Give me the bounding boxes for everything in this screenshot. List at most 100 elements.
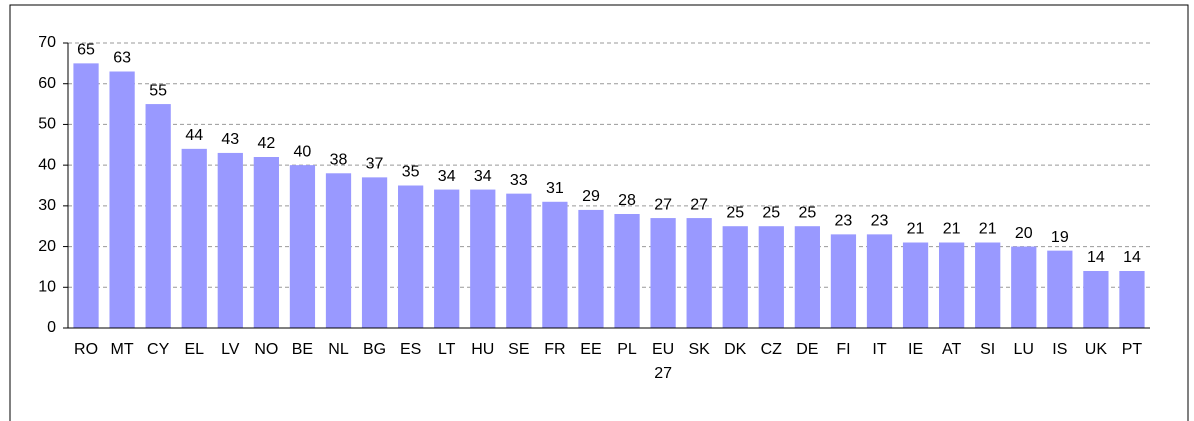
data-label: 21	[943, 221, 961, 238]
bar	[542, 201, 568, 328]
x-tick-label: SI	[980, 341, 995, 358]
bar	[506, 193, 532, 328]
bar	[253, 157, 279, 328]
x-tick-label: RO	[74, 341, 98, 358]
x-tick-label: CY	[147, 341, 170, 358]
bar	[145, 104, 171, 328]
data-label: 38	[330, 152, 348, 169]
data-label: 43	[221, 131, 239, 148]
x-tick-label: UK	[1085, 341, 1108, 358]
data-label: 31	[546, 180, 564, 197]
bar	[722, 226, 748, 328]
bar	[1083, 271, 1109, 328]
data-label: 65	[77, 42, 95, 59]
bar	[866, 234, 893, 328]
data-label: 27	[690, 196, 708, 213]
y-tick-label: 10	[38, 279, 56, 296]
data-label: 28	[618, 192, 636, 209]
y-tick-label: 30	[38, 197, 56, 214]
x-tick-label: DE	[796, 341, 818, 358]
chart-frame	[9, 4, 1189, 421]
bar	[686, 218, 712, 328]
bar	[73, 63, 99, 328]
x-tick-label: ES	[400, 341, 421, 358]
x-tick-label: BE	[292, 341, 313, 358]
bar	[181, 148, 207, 328]
data-label: 21	[907, 221, 925, 238]
bar	[650, 218, 676, 328]
bar	[109, 71, 135, 328]
x-tick-label: LT	[438, 341, 456, 358]
bar	[1047, 250, 1073, 328]
x-tick-label: EU 27	[652, 341, 674, 382]
x-tick-label: IT	[872, 341, 886, 358]
x-tick-label: EE	[580, 341, 601, 358]
bar	[361, 177, 388, 328]
data-label: 55	[149, 82, 167, 99]
data-label: 34	[474, 168, 492, 185]
y-tick-label: 70	[38, 34, 56, 51]
bar	[434, 189, 460, 328]
x-tick-label: PL	[617, 341, 637, 358]
y-tick-label: 50	[38, 116, 56, 133]
data-label: 14	[1123, 249, 1141, 266]
bar	[578, 209, 604, 328]
bar	[939, 242, 965, 328]
x-tick-label: LU	[1014, 341, 1034, 358]
x-tick-label: AT	[942, 341, 961, 358]
bar	[398, 185, 424, 328]
bar	[758, 226, 784, 328]
x-tick-label: EL	[184, 341, 204, 358]
y-tick-label: 0	[47, 319, 56, 336]
data-label: 23	[871, 213, 889, 230]
data-label: 21	[979, 221, 997, 238]
x-tick-label: MT	[111, 341, 134, 358]
data-label: 37	[366, 156, 384, 173]
data-label: 33	[510, 172, 528, 189]
x-tick-label: SK	[688, 341, 710, 358]
data-label: 44	[185, 127, 203, 144]
bar	[794, 226, 820, 328]
x-tick-label: NO	[254, 341, 278, 358]
data-label: 40	[294, 143, 312, 160]
data-label: 34	[438, 168, 456, 185]
x-tick-label: NL	[328, 341, 349, 358]
data-label: 14	[1087, 249, 1105, 266]
bar	[1119, 271, 1145, 328]
x-tick-label: HU	[471, 341, 494, 358]
x-tick-label: DK	[724, 341, 747, 358]
data-label: 42	[257, 135, 275, 152]
x-tick-label: IE	[908, 341, 923, 358]
x-tick-label: FR	[544, 341, 565, 358]
bar	[975, 242, 1001, 328]
x-tick-label: PT	[1122, 341, 1143, 358]
bar	[830, 234, 857, 328]
bar	[470, 189, 496, 328]
x-tick-label: BG	[363, 341, 386, 358]
data-label: 63	[113, 50, 131, 67]
x-tick-label: FI	[836, 341, 850, 358]
bar	[614, 214, 640, 328]
data-label: 27	[654, 196, 672, 213]
data-label: 23	[835, 213, 853, 230]
bar	[217, 152, 243, 328]
data-label: 29	[582, 188, 600, 205]
bar	[325, 173, 352, 328]
data-label: 25	[762, 204, 780, 221]
data-label: 20	[1015, 225, 1033, 242]
data-label: 19	[1051, 229, 1069, 246]
data-label: 25	[726, 204, 744, 221]
y-tick-label: 40	[38, 156, 56, 173]
bar	[902, 242, 929, 328]
data-label: 35	[402, 164, 420, 181]
data-label: 25	[798, 204, 816, 221]
y-tick-label: 60	[38, 75, 56, 92]
y-tick-label: 20	[38, 238, 56, 255]
bar	[1011, 246, 1037, 328]
x-tick-label: SE	[508, 341, 529, 358]
x-tick-label: LV	[221, 341, 240, 358]
bar	[289, 165, 316, 328]
x-tick-label: IS	[1052, 341, 1067, 358]
x-tick-label: CZ	[761, 341, 783, 358]
